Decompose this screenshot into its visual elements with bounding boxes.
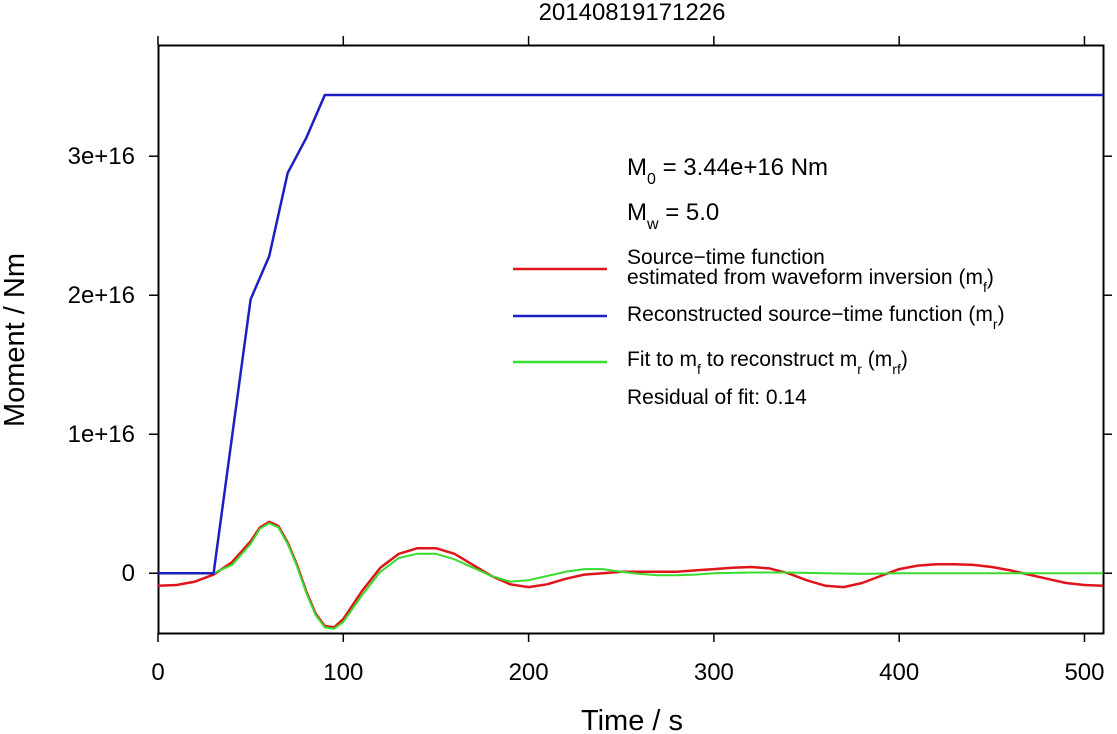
- series-line-mr: [158, 93, 1103, 575]
- x-tick-label: 200: [509, 659, 549, 686]
- series-line-mrf: [158, 522, 1103, 630]
- plot-frame: [157, 44, 1105, 635]
- y-tick-label: 3e+16: [68, 143, 135, 170]
- axis-labels: Time / s Moment / Nm: [0, 253, 683, 734]
- x-tick-label: 500: [1064, 659, 1104, 686]
- y-tick-label: 2e+16: [68, 282, 135, 309]
- legend-label-mf: estimated from waveform inversion (mf): [627, 266, 994, 295]
- annotations: M0 = 3.44e+16 Nm Mw = 5.0 Residual of fit:…: [627, 154, 828, 409]
- x-tick-label: 100: [323, 659, 363, 686]
- chart-title: 20140819171226: [539, 0, 726, 26]
- legend-label-mr: Reconstructed source−time function (mr): [627, 303, 1005, 332]
- y-tick-label: 0: [122, 560, 135, 587]
- x-tick-label: 400: [879, 659, 919, 686]
- annotation-residual: Residual of fit: 0.14: [627, 386, 807, 409]
- legend-label-mf: Source−time function: [627, 246, 825, 269]
- x-axis-label: Time / s: [581, 705, 683, 734]
- annotation-m0: M0 = 3.44e+16 Nm: [627, 154, 828, 188]
- series-lines: [158, 93, 1103, 630]
- legend-label-mrf: Fit to mf to reconstruct mr (mrf): [627, 348, 908, 377]
- y-tick-label: 1e+16: [68, 421, 135, 448]
- x-tick-label: 0: [151, 659, 164, 686]
- x-tick-label: 300: [694, 659, 734, 686]
- axis-ticks: 0 100 200 300 400 500 0 1e+16 2e+16 3e+16: [68, 36, 1112, 686]
- annotation-mw: Mw = 5.0: [627, 199, 719, 233]
- y-axis-label: Moment / Nm: [0, 253, 31, 427]
